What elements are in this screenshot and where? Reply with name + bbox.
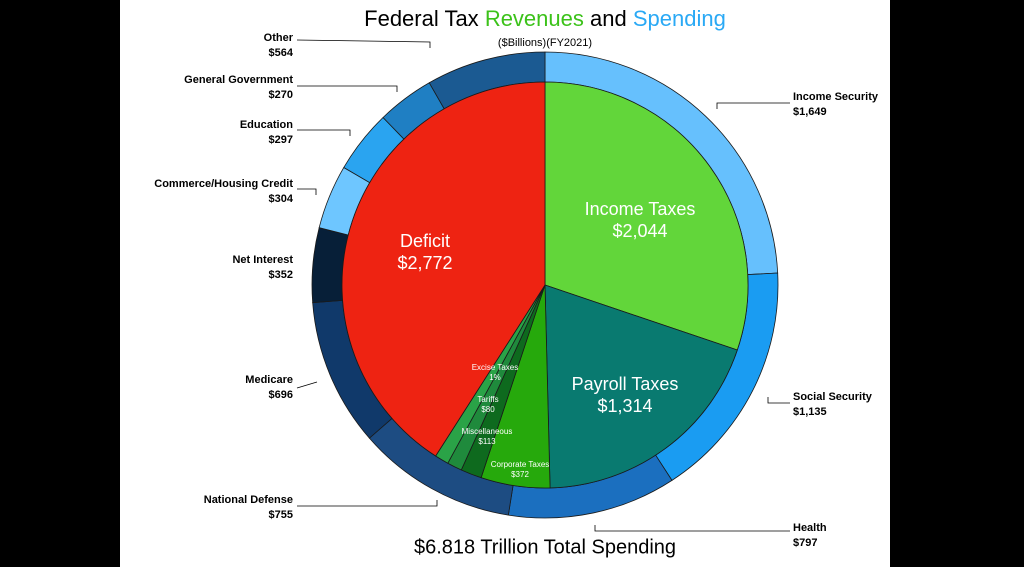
callout-value: $564 — [269, 47, 294, 59]
callout-label: Net Interest — [232, 254, 293, 266]
leader-line — [296, 39, 431, 48]
callout-label: General Government — [184, 74, 293, 86]
leader-line — [296, 381, 318, 389]
slice-value-label: $2,772 — [397, 253, 452, 273]
leader-line — [297, 188, 317, 195]
slice-label: Tariffs — [477, 395, 498, 404]
callout-label: Education — [240, 119, 293, 131]
slice-label: Miscellaneous — [462, 427, 513, 436]
pie-slice — [341, 81, 546, 457]
title-part: Federal Tax — [364, 6, 479, 31]
title-part: Revenues — [485, 6, 584, 31]
callout-value: $755 — [269, 509, 293, 521]
callout-value: $1,135 — [793, 406, 827, 418]
leader-line — [297, 85, 398, 92]
footer: $6.818 Trillion Total Spending — [414, 536, 676, 558]
callout-label: National Defense — [204, 494, 293, 506]
slice-label: Payroll Taxes — [572, 374, 679, 394]
title-part: Spending — [633, 6, 726, 31]
callout-label: Income Security — [793, 91, 879, 103]
slice-value-label: $113 — [478, 437, 496, 446]
slice-value-label: $80 — [481, 405, 495, 414]
slice-label: Excise Taxes — [472, 363, 519, 372]
slice-value-label: $1,314 — [597, 396, 652, 416]
leader-line — [716, 102, 790, 109]
slice-value-label: $2,044 — [612, 221, 667, 241]
leader-line — [767, 397, 790, 404]
callout-value: $297 — [269, 134, 293, 146]
title-part: and — [590, 6, 627, 31]
callout-value: $304 — [269, 193, 294, 205]
callout-label: Health — [793, 522, 827, 534]
leader-line — [297, 129, 351, 136]
slice-label: Corporate Taxes — [491, 460, 550, 469]
leader-line — [297, 500, 438, 507]
chart-title: Federal Tax Revenues and Spending — [364, 6, 726, 31]
callout-value: $797 — [793, 537, 817, 549]
callout-value: $1,649 — [793, 106, 827, 118]
slice-label: Deficit — [400, 231, 450, 251]
callout-value: $270 — [269, 89, 293, 101]
callout-label: Social Security — [793, 391, 873, 403]
callout-value: $696 — [269, 389, 293, 401]
slice-value-label: 1% — [489, 373, 501, 382]
pie-slice — [544, 284, 738, 489]
slice-label: Income Taxes — [585, 199, 696, 219]
subtitle: ($Billions)(FY2021) — [498, 37, 592, 49]
callout-label: Other — [264, 32, 294, 44]
slice-value-label: $372 — [511, 470, 529, 479]
callout-value: $352 — [269, 269, 293, 281]
callout-label: Commerce/Housing Credit — [154, 178, 293, 190]
callout-label: Medicare — [245, 374, 293, 386]
leader-line — [594, 525, 790, 532]
pie-slice — [544, 81, 749, 351]
